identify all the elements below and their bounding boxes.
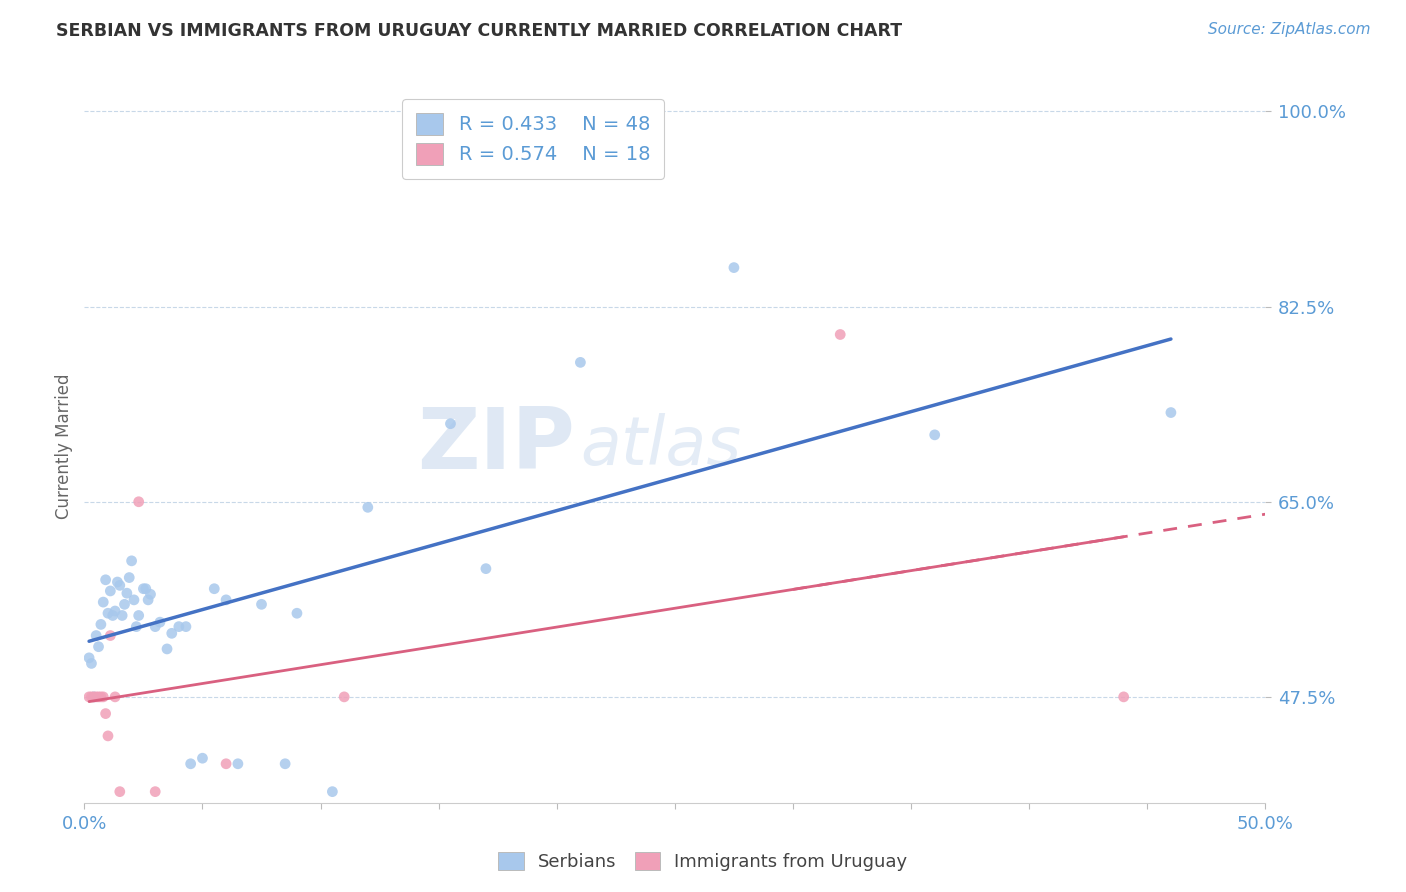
Point — [475, 562, 498, 576]
Point — [250, 598, 273, 612]
Point — [1160, 405, 1182, 419]
Point — [122, 592, 145, 607]
Point — [143, 785, 166, 799]
Point — [215, 592, 238, 607]
Point — [723, 260, 745, 275]
Point — [104, 604, 127, 618]
Point — [97, 729, 120, 743]
Point — [191, 751, 214, 765]
Point — [114, 598, 136, 612]
Point — [108, 578, 131, 592]
Point — [156, 641, 179, 656]
Text: ZIP: ZIP — [416, 404, 575, 488]
Point — [143, 619, 166, 633]
Point — [90, 690, 112, 704]
Point — [91, 595, 114, 609]
Point — [111, 608, 134, 623]
Point — [121, 554, 143, 568]
Point — [569, 355, 592, 369]
Point — [115, 586, 138, 600]
Point — [274, 756, 297, 771]
Point — [90, 617, 112, 632]
Point — [80, 690, 103, 704]
Point — [149, 615, 172, 630]
Point — [97, 606, 120, 620]
Point — [94, 706, 117, 721]
Point — [94, 573, 117, 587]
Point — [84, 690, 107, 704]
Point — [104, 690, 127, 704]
Y-axis label: Currently Married: Currently Married — [55, 373, 73, 519]
Point — [77, 651, 100, 665]
Point — [98, 628, 121, 642]
Point — [830, 327, 852, 342]
Text: Source: ZipAtlas.com: Source: ZipAtlas.com — [1208, 22, 1371, 37]
Point — [98, 584, 121, 599]
Point — [107, 574, 129, 589]
Point — [333, 690, 356, 704]
Point — [215, 756, 238, 771]
Point — [128, 494, 150, 508]
Point — [285, 606, 308, 620]
Point — [135, 582, 157, 596]
Point — [83, 690, 105, 704]
Point — [357, 500, 380, 515]
Point — [174, 619, 197, 633]
Point — [1112, 690, 1135, 704]
Point — [118, 571, 141, 585]
Point — [77, 690, 100, 704]
Point — [83, 690, 105, 704]
Point — [136, 592, 159, 607]
Text: SERBIAN VS IMMIGRANTS FROM URUGUAY CURRENTLY MARRIED CORRELATION CHART: SERBIAN VS IMMIGRANTS FROM URUGUAY CURRE… — [56, 22, 903, 40]
Point — [924, 428, 946, 442]
Point — [439, 417, 461, 431]
Point — [80, 657, 103, 671]
Point — [139, 587, 162, 601]
Point — [321, 785, 343, 799]
Point — [91, 690, 114, 704]
Point — [101, 608, 124, 623]
Point — [160, 626, 183, 640]
Point — [226, 756, 249, 771]
Point — [128, 608, 150, 623]
Point — [87, 690, 110, 704]
Point — [84, 628, 107, 642]
Point — [167, 619, 190, 633]
Legend: R = 0.433    N = 48, R = 0.574    N = 18: R = 0.433 N = 48, R = 0.574 N = 18 — [402, 99, 664, 178]
Legend: Serbians, Immigrants from Uruguay: Serbians, Immigrants from Uruguay — [491, 845, 915, 879]
Point — [202, 582, 225, 596]
Point — [87, 640, 110, 654]
Text: atlas: atlas — [581, 413, 741, 479]
Point — [180, 756, 202, 771]
Point — [125, 619, 148, 633]
Point — [132, 582, 155, 596]
Point — [108, 785, 131, 799]
